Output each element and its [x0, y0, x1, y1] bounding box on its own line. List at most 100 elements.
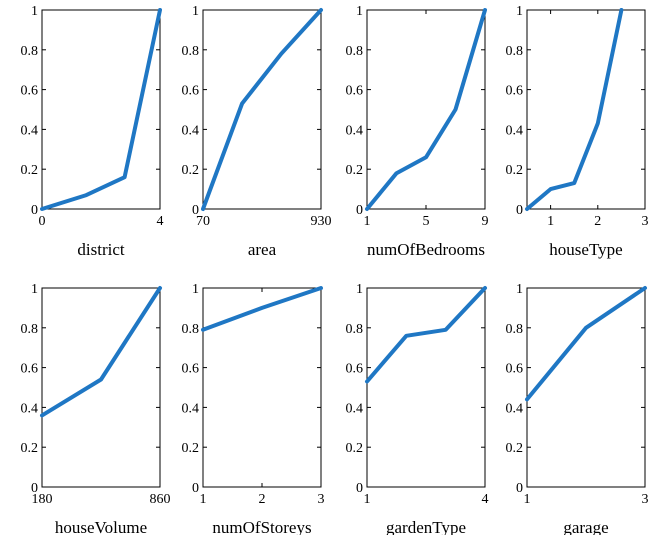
- x-axis-label: gardenType: [386, 518, 466, 535]
- y-tick-label: 0.6: [21, 362, 39, 377]
- x-axis-label: numOfBedrooms: [367, 240, 485, 259]
- x-axis-label: garage: [563, 518, 608, 535]
- subplot-6: 0 0.2 0.4 0.6 0.8 1 1 2 3 numOfStoreys: [182, 282, 325, 535]
- series-line: [201, 286, 323, 332]
- axes-box: [366, 287, 486, 488]
- subplot-2: 0 0.2 0.4 0.6 0.8 1 70 930 area: [182, 4, 332, 259]
- y-tick-label: 0.8: [346, 322, 364, 337]
- axes-box: [41, 287, 161, 488]
- x-tick-label: 1: [547, 214, 554, 229]
- y-tick-label: 0.2: [506, 163, 524, 178]
- x-axis-label: houseType: [549, 240, 622, 259]
- y-tick-label: 0.2: [346, 163, 364, 178]
- x-axis-label: area: [248, 240, 277, 259]
- y-tick-label: 0.6: [21, 84, 39, 99]
- y-tick-label: 0: [31, 481, 38, 496]
- y-tick-label: 0: [192, 481, 199, 496]
- y-tick-label: 0.8: [182, 44, 200, 59]
- x-tick-label: 2: [594, 214, 601, 229]
- x-tick-label: 1: [200, 492, 207, 507]
- y-tick-label: 0: [516, 203, 523, 218]
- axes-box: [526, 287, 646, 488]
- y-tick-label: 0: [31, 203, 38, 218]
- x-tick-label: 5: [423, 214, 430, 229]
- y-tick-label: 0.8: [21, 44, 39, 59]
- series-line: [365, 286, 487, 384]
- y-tick-label: 0.4: [182, 123, 200, 138]
- x-tick-label: 3: [642, 492, 649, 507]
- y-tick-label: 0.6: [182, 84, 200, 99]
- series-line: [40, 286, 162, 418]
- y-tick-label: 0.4: [346, 401, 364, 416]
- y-tick-label: 1: [356, 4, 363, 19]
- y-tick-label: 0.6: [346, 84, 364, 99]
- y-tick-label: 0: [356, 203, 363, 218]
- y-tick-label: 0: [192, 203, 199, 218]
- y-tick-label: 0.6: [506, 84, 524, 99]
- y-tick-label: 0.6: [346, 362, 364, 377]
- x-axis-label: district: [77, 240, 124, 259]
- y-tick-label: 1: [516, 282, 523, 297]
- x-tick-label: 930: [311, 214, 332, 229]
- x-tick-label: 1: [364, 214, 371, 229]
- x-axis-label: numOfStoreys: [212, 518, 311, 535]
- y-tick-label: 1: [192, 282, 199, 297]
- series-line: [201, 8, 323, 211]
- y-tick-label: 0.4: [506, 401, 524, 416]
- y-tick-label: 0.4: [506, 123, 524, 138]
- x-tick-label: 860: [150, 492, 171, 507]
- series-line: [525, 286, 647, 402]
- axes-box: [202, 287, 322, 488]
- x-tick-label: 4: [157, 214, 164, 229]
- subplot-4: 0 0.2 0.4 0.6 0.8 1 1 2 3 houseType: [506, 4, 649, 259]
- y-tick-label: 0.4: [21, 123, 39, 138]
- x-tick-label: 2: [259, 492, 266, 507]
- y-tick-label: 0.4: [182, 401, 200, 416]
- axes-box: [41, 9, 161, 210]
- series-line: [525, 8, 624, 211]
- x-tick-label: 3: [318, 492, 325, 507]
- y-tick-label: 1: [31, 4, 38, 19]
- y-tick-label: 0.2: [346, 441, 364, 456]
- y-tick-label: 0.2: [182, 441, 200, 456]
- y-tick-label: 0.2: [182, 163, 200, 178]
- y-tick-label: 0.8: [182, 322, 200, 337]
- axes-box: [526, 9, 646, 210]
- y-tick-label: 0.2: [506, 441, 524, 456]
- series-line: [365, 8, 487, 211]
- x-tick-label: 1: [524, 492, 531, 507]
- x-tick-label: 0: [39, 214, 46, 229]
- y-tick-label: 0.6: [182, 362, 200, 377]
- x-axis-label: houseVolume: [55, 518, 147, 535]
- y-tick-label: 0.4: [21, 401, 39, 416]
- subplot-7: 0 0.2 0.4 0.6 0.8 1 1 4 gardenType: [346, 282, 489, 535]
- axes-box: [366, 9, 486, 210]
- x-tick-label: 180: [32, 492, 53, 507]
- y-tick-label: 0.8: [506, 322, 524, 337]
- y-tick-label: 0.2: [21, 441, 39, 456]
- y-tick-label: 1: [31, 282, 38, 297]
- subplot-1: 0 0.2 0.4 0.6 0.8 1 0 4 district: [21, 4, 164, 259]
- x-tick-label: 3: [642, 214, 649, 229]
- y-tick-label: 1: [356, 282, 363, 297]
- x-tick-label: 9: [482, 214, 489, 229]
- y-tick-label: 0.8: [21, 322, 39, 337]
- subplot-8: 0 0.2 0.4 0.6 0.8 1 1 3 garage: [506, 282, 649, 535]
- x-tick-label: 1: [364, 492, 371, 507]
- y-tick-label: 1: [516, 4, 523, 19]
- y-tick-label: 1: [192, 4, 199, 19]
- y-tick-label: 0.4: [346, 123, 364, 138]
- y-tick-label: 0.8: [506, 44, 524, 59]
- series-line: [40, 8, 162, 211]
- y-tick-label: 0: [516, 481, 523, 496]
- x-tick-label: 4: [482, 492, 489, 507]
- y-tick-label: 0: [356, 481, 363, 496]
- subplot-3: 0 0.2 0.4 0.6 0.8 1 1 5 9 numOfBedrooms: [346, 4, 489, 259]
- axes-box: [202, 9, 322, 210]
- y-tick-label: 0.2: [21, 163, 39, 178]
- y-tick-label: 0.6: [506, 362, 524, 377]
- y-tick-label: 0.8: [346, 44, 364, 59]
- x-tick-label: 70: [196, 214, 210, 229]
